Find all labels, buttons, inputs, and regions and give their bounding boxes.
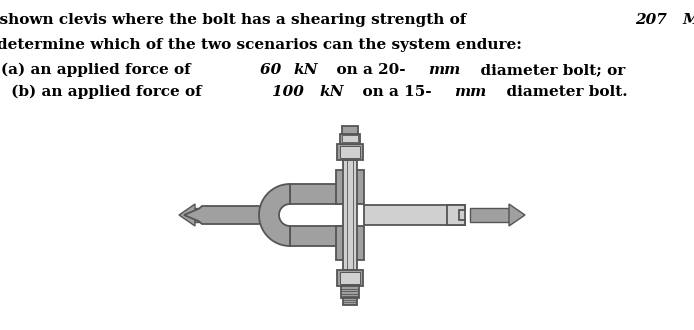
Bar	[343, 160, 357, 270]
Text: 207: 207	[635, 13, 672, 27]
Polygon shape	[447, 205, 465, 225]
Text: MPa: MPa	[683, 13, 694, 27]
Text: on a 15-: on a 15-	[352, 85, 431, 99]
Bar	[347, 184, 364, 204]
Text: mm: mm	[455, 85, 486, 99]
Bar	[290, 226, 348, 246]
Bar	[337, 144, 363, 160]
Bar	[343, 298, 357, 305]
Text: kN: kN	[320, 85, 344, 99]
Bar	[364, 205, 465, 225]
Bar	[342, 126, 358, 134]
Bar	[340, 272, 360, 284]
Polygon shape	[509, 204, 525, 226]
Polygon shape	[179, 204, 195, 226]
Text: determine which of the two scenarios can the system endure:: determine which of the two scenarios can…	[0, 38, 522, 52]
Text: diameter bolt.: diameter bolt.	[496, 85, 627, 99]
Text: on a 20-: on a 20-	[325, 63, 405, 77]
Bar	[337, 270, 363, 286]
Text: (a) an applied force of: (a) an applied force of	[1, 63, 201, 77]
Text: (b) an applied force of: (b) an applied force of	[6, 85, 212, 99]
Polygon shape	[259, 184, 290, 246]
Bar	[195, 208, 234, 222]
Text: 100: 100	[272, 85, 309, 99]
Bar	[340, 146, 360, 158]
Text: kN: kN	[294, 63, 319, 77]
Bar	[347, 226, 364, 246]
Bar	[470, 208, 509, 222]
Text: diameter bolt; or: diameter bolt; or	[470, 63, 625, 77]
Bar	[336, 226, 364, 260]
Text: 60: 60	[260, 63, 286, 77]
Text: mm: mm	[428, 63, 461, 77]
Bar	[290, 184, 348, 204]
Bar	[340, 134, 360, 144]
Text: For the shown clevis where the bolt has a shearing strength of: For the shown clevis where the bolt has …	[0, 13, 477, 27]
Polygon shape	[184, 206, 264, 224]
Bar	[342, 135, 358, 142]
Bar	[341, 286, 359, 298]
Bar	[336, 170, 364, 204]
